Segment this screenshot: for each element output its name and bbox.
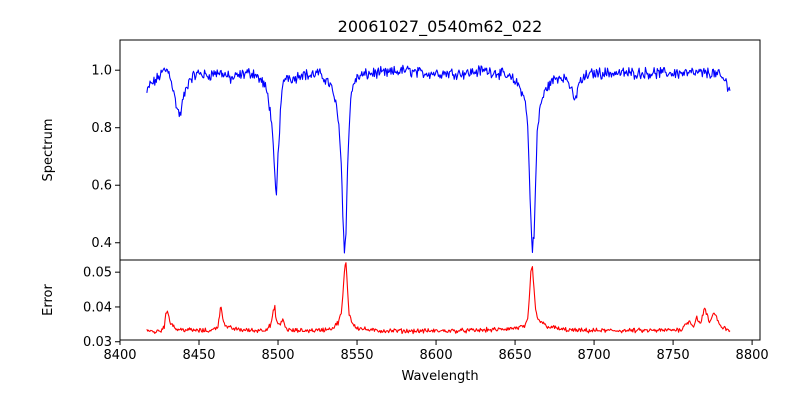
x-axis-label: Wavelength xyxy=(401,369,478,384)
spectrum-y-tick-label: 1.0 xyxy=(91,64,112,79)
error-series-group xyxy=(146,262,731,335)
error-y-tick-label: 0.05 xyxy=(83,266,112,281)
spectrum-y-axis-label: Spectrum xyxy=(41,119,56,182)
x-tick-label: 8500 xyxy=(261,348,294,363)
spectrum-panel: 0.4 0.6 0.8 1.0 Spectrum xyxy=(41,39,761,261)
error-panel: 0.03 0.04 0.05 8400 8450 8500 8550 8600 8650 870… xyxy=(41,259,769,384)
x-tick-label: 8400 xyxy=(103,348,136,363)
spectrum-y-tick-label: 0.8 xyxy=(91,121,112,136)
spectrum-y-tick-label: 0.4 xyxy=(91,236,112,251)
x-tick-label: 8700 xyxy=(578,348,611,363)
x-tick-label: 8650 xyxy=(499,348,532,363)
error-y-tick-label: 0.03 xyxy=(83,335,112,350)
x-tick-label: 8800 xyxy=(736,348,769,363)
error-y-axis-label: Error xyxy=(41,284,56,316)
x-tick-label: 8450 xyxy=(182,348,215,363)
x-tick-label: 8600 xyxy=(420,348,453,363)
spectrum-series-line-0 xyxy=(146,64,731,254)
error-axes-frame xyxy=(119,259,761,341)
error-series-line-0 xyxy=(146,262,731,335)
spectrum-series-group xyxy=(146,64,731,254)
spectrum-y-tick-label: 0.6 xyxy=(91,179,112,194)
error-y-tick-label: 0.04 xyxy=(83,300,112,315)
x-tick-label: 8750 xyxy=(657,348,690,363)
chart-title: 20061027_0540m62_022 xyxy=(338,17,543,37)
error-y-ticks: 0.03 0.04 0.05 xyxy=(83,266,120,350)
error-x-ticks: 8400 8450 8500 8550 8600 8650 8700 8750 8800 xyxy=(103,340,769,363)
spectrum-y-ticks: 0.4 0.6 0.8 1.0 xyxy=(91,64,120,251)
x-tick-label: 8550 xyxy=(340,348,373,363)
